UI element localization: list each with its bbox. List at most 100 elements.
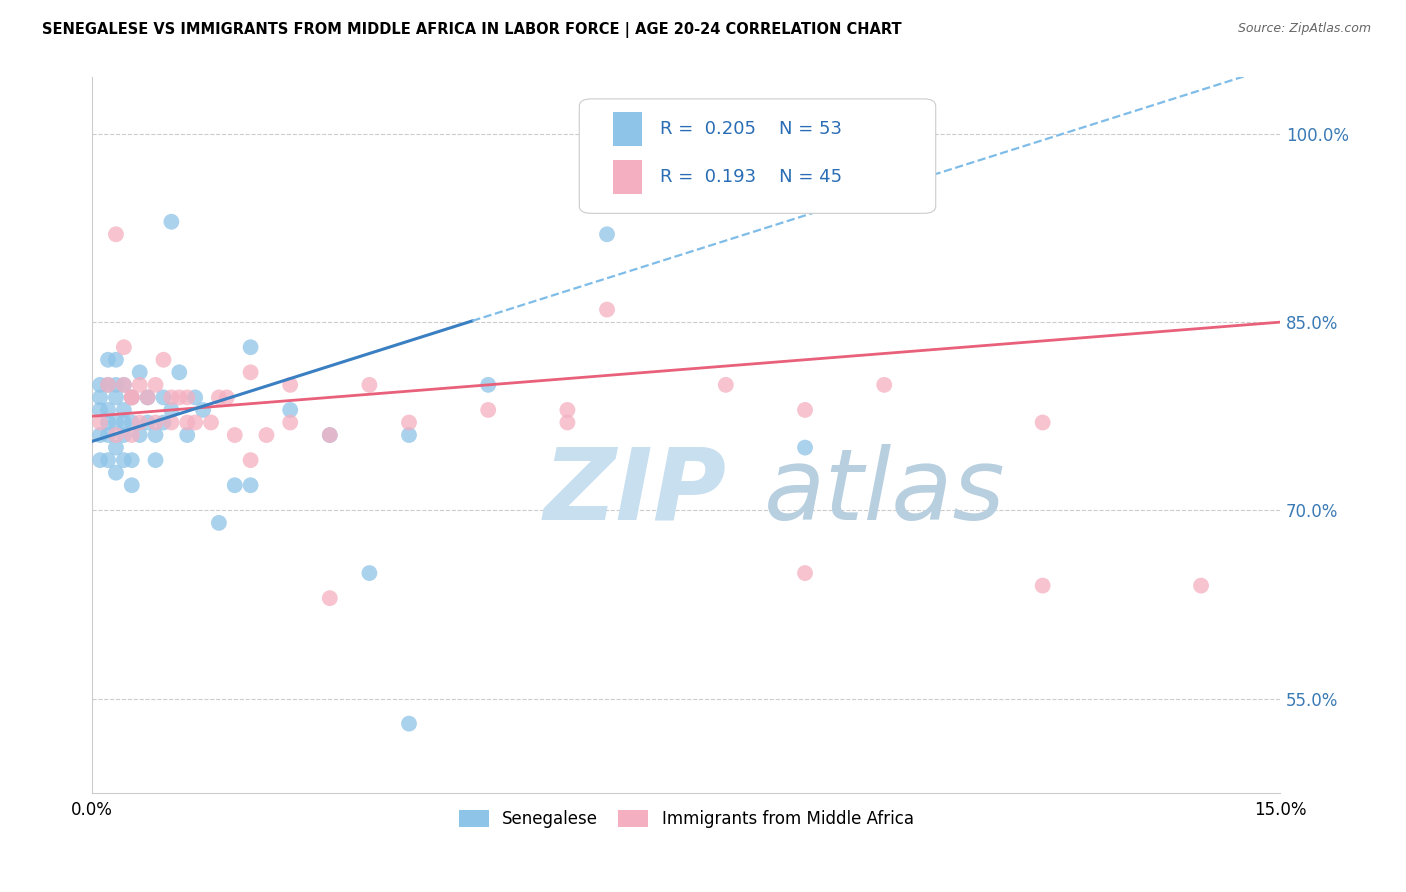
Point [873, 164, 896, 178]
Point [714, 377, 737, 392]
Point [112, 403, 135, 417]
Point [794, 441, 817, 455]
Point [176, 416, 198, 430]
Point [121, 478, 143, 492]
Point [254, 428, 277, 442]
Point [239, 478, 262, 492]
Point [89, 403, 111, 417]
Point [873, 377, 896, 392]
Point [121, 391, 143, 405]
Point [104, 391, 127, 405]
Point [160, 403, 183, 417]
Point [121, 428, 143, 442]
Point [224, 428, 246, 442]
Point [319, 428, 342, 442]
Point [1032, 416, 1054, 430]
Point [184, 391, 207, 405]
Point [128, 428, 150, 442]
Legend: Senegalese, Immigrants from Middle Africa: Senegalese, Immigrants from Middle Afric… [453, 803, 920, 834]
Point [596, 227, 619, 242]
Point [104, 227, 127, 242]
Point [359, 377, 381, 392]
Point [191, 403, 214, 417]
Point [176, 391, 198, 405]
Point [319, 428, 342, 442]
Point [239, 340, 262, 354]
Point [97, 377, 120, 392]
Point [176, 428, 198, 442]
Point [104, 428, 127, 442]
Point [136, 416, 159, 430]
Point [97, 453, 120, 467]
Point [596, 302, 619, 317]
Point [152, 391, 174, 405]
Point [278, 416, 301, 430]
Point [319, 591, 342, 606]
Point [359, 566, 381, 580]
Point [97, 352, 120, 367]
Point [128, 365, 150, 379]
Point [1189, 579, 1212, 593]
Point [398, 416, 420, 430]
Point [89, 428, 111, 442]
Point [794, 566, 817, 580]
Point [112, 340, 135, 354]
Point [1032, 579, 1054, 593]
Point [184, 416, 207, 430]
Text: ZIP: ZIP [544, 443, 727, 541]
Point [112, 377, 135, 392]
Text: SENEGALESE VS IMMIGRANTS FROM MIDDLE AFRICA IN LABOR FORCE | AGE 20-24 CORRELATI: SENEGALESE VS IMMIGRANTS FROM MIDDLE AFR… [42, 22, 901, 38]
Point [112, 416, 135, 430]
Text: Source: ZipAtlas.com: Source: ZipAtlas.com [1237, 22, 1371, 36]
Point [239, 365, 262, 379]
Point [97, 428, 120, 442]
Point [121, 391, 143, 405]
Point [477, 377, 499, 392]
Point [208, 391, 231, 405]
Point [104, 441, 127, 455]
Point [160, 215, 183, 229]
Point [128, 416, 150, 430]
Point [112, 428, 135, 442]
Point [557, 416, 579, 430]
Point [89, 377, 111, 392]
Point [208, 516, 231, 530]
Point [136, 391, 159, 405]
Point [215, 391, 238, 405]
Text: R =  0.205    N = 53: R = 0.205 N = 53 [659, 120, 842, 138]
Text: atlas: atlas [763, 443, 1005, 541]
Point [278, 377, 301, 392]
Point [398, 716, 420, 731]
Point [121, 416, 143, 430]
Point [104, 466, 127, 480]
Point [398, 428, 420, 442]
Point [104, 416, 127, 430]
Point [160, 416, 183, 430]
Point [121, 453, 143, 467]
Point [477, 403, 499, 417]
Point [89, 391, 111, 405]
Point [145, 377, 167, 392]
Point [152, 416, 174, 430]
Point [89, 453, 111, 467]
Point [278, 403, 301, 417]
Point [104, 377, 127, 392]
Point [200, 416, 222, 430]
Point [145, 428, 167, 442]
Point [557, 403, 579, 417]
Text: R =  0.193    N = 45: R = 0.193 N = 45 [659, 168, 842, 186]
Point [89, 416, 111, 430]
Point [136, 391, 159, 405]
Point [121, 391, 143, 405]
Point [97, 377, 120, 392]
Point [169, 365, 191, 379]
Point [97, 403, 120, 417]
Point [224, 478, 246, 492]
Point [152, 352, 174, 367]
Point [112, 453, 135, 467]
FancyBboxPatch shape [613, 112, 643, 146]
Point [160, 391, 183, 405]
Point [97, 416, 120, 430]
Point [104, 352, 127, 367]
Point [169, 391, 191, 405]
